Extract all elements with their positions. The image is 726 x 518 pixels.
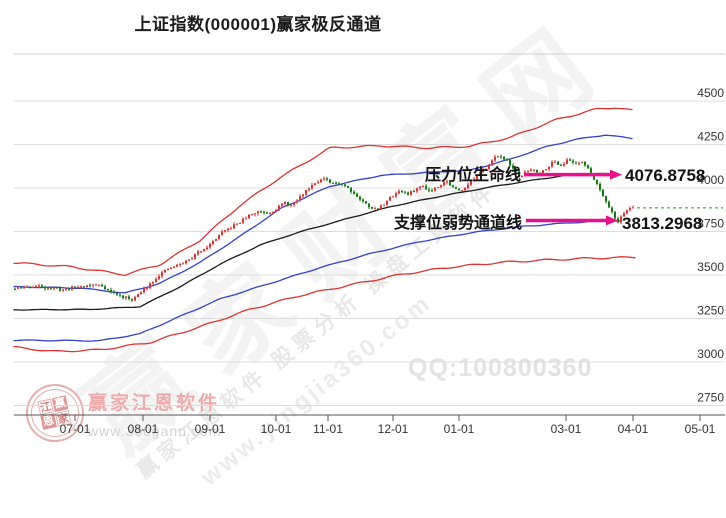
y-tick-label: 3000 xyxy=(697,347,724,361)
y-tick-label: 3750 xyxy=(697,217,724,231)
y-tick-label: 3250 xyxy=(697,304,724,318)
annotation-arrowhead-support xyxy=(606,215,618,226)
x-tick-label: 01-01 xyxy=(444,422,475,436)
x-tick-label: 11-01 xyxy=(313,422,343,436)
x-tick-label: 10-01 xyxy=(261,422,292,436)
x-tick-label: 07-01 xyxy=(60,422,91,436)
x-tick-label: 09-01 xyxy=(195,422,226,436)
channel-line-0 xyxy=(13,107,633,277)
price-chart: 4500 4250 4000 3750 3500 3250 3000 2750 07-01 08-… xyxy=(13,53,725,436)
chart-title: 上证指数(000001)赢家极反通道 xyxy=(134,15,382,34)
channel-line-1 xyxy=(13,134,633,294)
x-tick-label: 08-01 xyxy=(128,422,159,436)
channel-line-3 xyxy=(13,220,621,342)
channel-line-2 xyxy=(13,172,621,311)
y-tick-label: 2750 xyxy=(697,391,724,405)
y-tick-label: 4500 xyxy=(697,86,724,100)
y-tick-label: 4250 xyxy=(697,130,724,144)
x-tick-label: 03-01 xyxy=(551,422,582,436)
channel-line-4 xyxy=(13,256,636,353)
x-tick-label: 04-01 xyxy=(618,422,649,436)
annotation-value-pressure: 4076.8758 xyxy=(625,166,705,185)
annotation-value-support: 3813.2968 xyxy=(622,214,702,233)
annotation-arrowhead-pressure xyxy=(610,169,622,180)
screenshot-root: { "title": "上证指数(000001)赢家极反通道", "waterm… xyxy=(13,0,725,492)
annotation-label-pressure: 压力位生命线 xyxy=(425,165,521,184)
y-tick-label: 3500 xyxy=(697,260,724,274)
x-tick-label: 05-01 xyxy=(685,422,716,436)
x-tick-label: 12-01 xyxy=(378,422,409,436)
annotation-label-support: 支撑位弱势通道线 xyxy=(393,213,522,232)
candlestick-series xyxy=(14,154,634,303)
y-tick-label: 4000 xyxy=(697,173,724,187)
